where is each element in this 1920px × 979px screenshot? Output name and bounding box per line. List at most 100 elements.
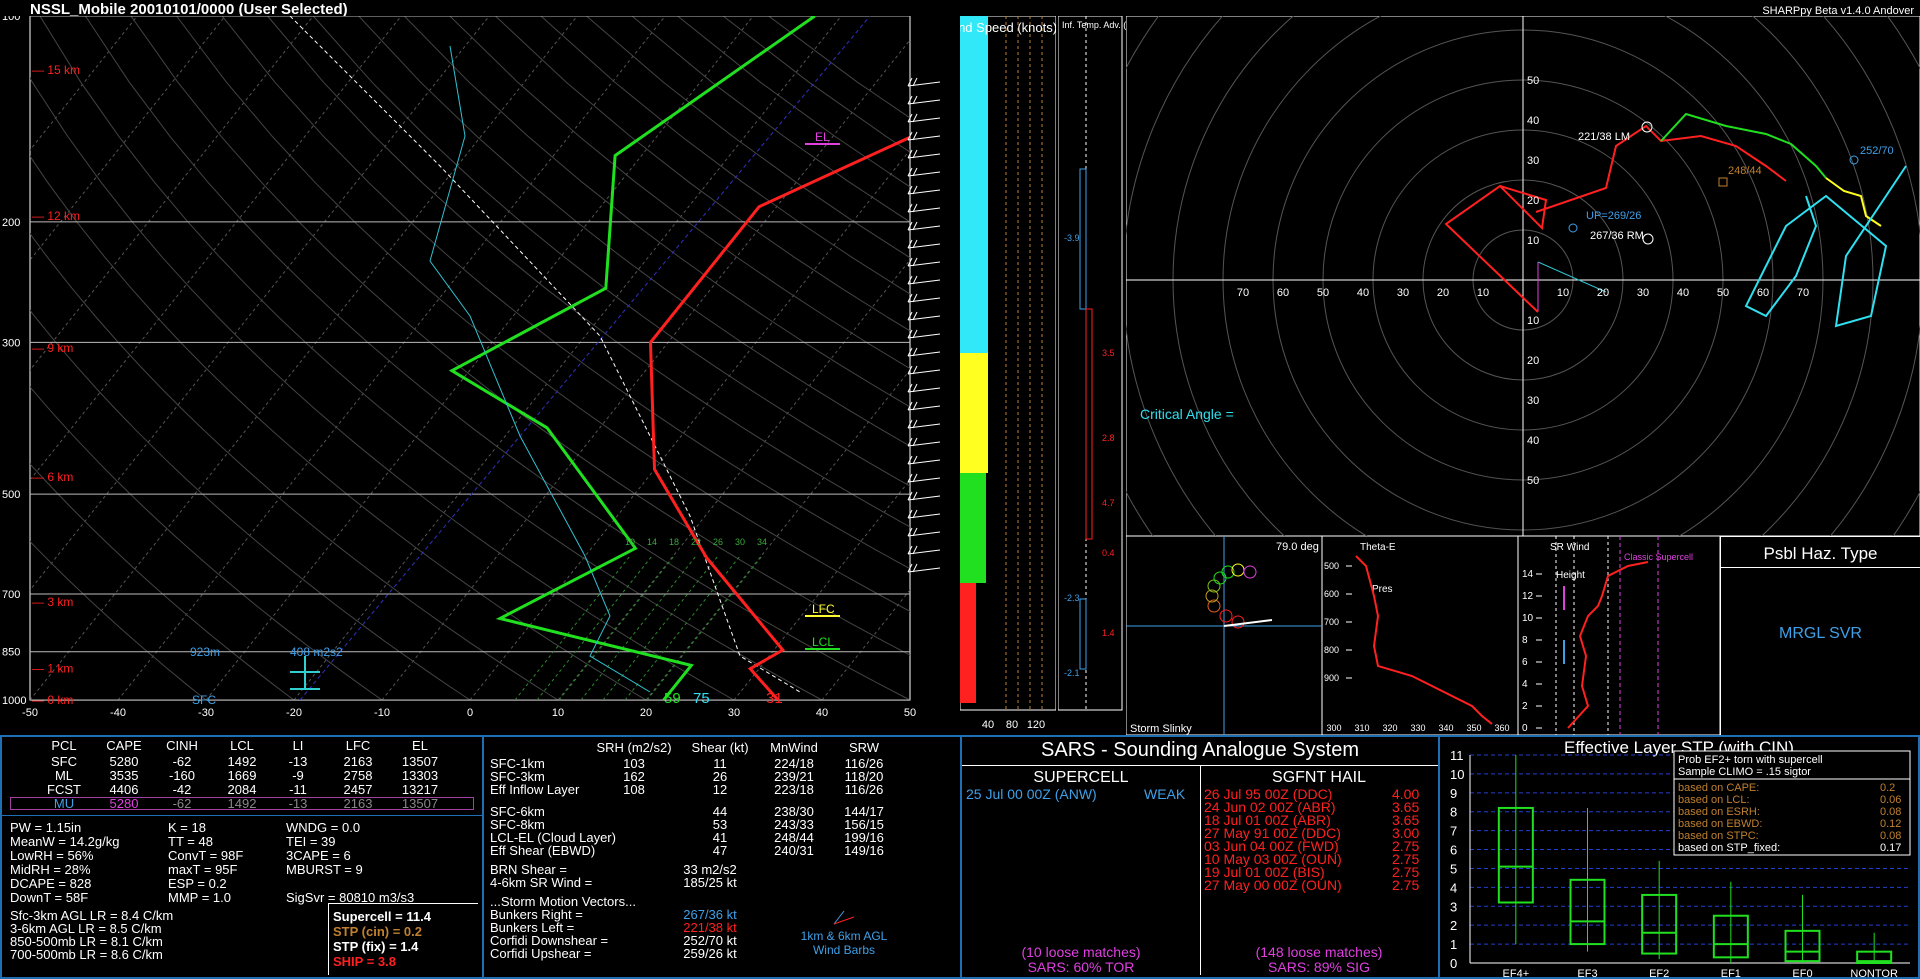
temp-advection-chart: Inf. Temp. Adv. (C/hr) -3.9 3.5 2.8 4.7 0.4 1.… xyxy=(1058,16,1126,711)
sars-hail-score: 3.65 xyxy=(1392,812,1420,828)
sars-supercell-loose: (10 loose matches) xyxy=(1021,944,1141,960)
pressure-tick-label: 100 xyxy=(2,16,20,23)
slinky-circle xyxy=(1243,565,1257,579)
kin-cell: 118/20 xyxy=(844,769,884,784)
srwind-y-tick: 2 xyxy=(1522,701,1528,712)
skewt-annotation: 408 m2s2 xyxy=(290,645,343,659)
parcel-cell: -42 xyxy=(172,782,192,797)
wind-barb xyxy=(907,365,941,375)
thetae-frame xyxy=(1322,536,1518,735)
stp-legend-label: based on STPC: xyxy=(1678,830,1759,842)
hodo-x-tick: 60 xyxy=(1757,287,1769,299)
kin-cell: 108 xyxy=(623,782,645,797)
wind-barb xyxy=(907,383,941,393)
kinematics-panel: SRH (m2/s2) Shear (kt) MnWind SRW SFC-1km 103… xyxy=(482,735,962,979)
isotherm-line xyxy=(30,16,578,700)
stp-box xyxy=(1497,806,1534,904)
mixing-ratio-line xyxy=(624,555,741,700)
kin-cell: 239/21 xyxy=(774,769,814,784)
kin-header: MnWind xyxy=(770,740,818,755)
mixing-ratio-label: 14 xyxy=(647,537,657,547)
skewt-annotation: LFC xyxy=(812,602,835,616)
mixing-ratio-line xyxy=(646,555,763,700)
lapse-rate-value: 3-6km AGL LR = 8.5 C/km xyxy=(10,921,162,936)
sars-hail-prob: SARS: 89% SIG xyxy=(1268,959,1370,975)
hodo-y-tick: 30 xyxy=(1527,395,1539,407)
kin-label: SFC-6km xyxy=(490,804,545,819)
sars-rule xyxy=(962,765,1438,766)
mixing-ratio-line xyxy=(602,555,719,700)
kin-header: Shear (kt) xyxy=(691,740,749,755)
isotherm-line xyxy=(117,16,666,700)
kin-label: SFC-3km xyxy=(490,769,545,784)
mixing-ratio-line xyxy=(558,555,675,700)
composite-value: Supercell = 11.4 xyxy=(333,909,431,924)
sars-block: SARS - Sounding Analogue System SUPERCELL… xyxy=(962,737,1438,977)
slinky-title: Storm Slinky xyxy=(1130,723,1192,735)
sars-supercell-match: 25 Jul 00 00Z (ANW) xyxy=(966,786,1097,802)
index-value: TT = 48 xyxy=(168,834,213,849)
hodo-x-tick: 60 xyxy=(1277,287,1289,299)
parcel-cell: FCST xyxy=(47,782,81,797)
temperature-tick-label: 50 xyxy=(904,707,916,719)
thetae-x-tick: 340 xyxy=(1438,723,1453,733)
sars-hail-score: 4.00 xyxy=(1392,786,1420,802)
hodo-y-tick: 20 xyxy=(1527,195,1539,207)
hodo-inflow-vector xyxy=(1537,261,1607,293)
hodo-y-tick: 40 xyxy=(1527,115,1539,127)
hodo-plot xyxy=(1126,16,1920,536)
sars-hail-match: 18 Jul 01 00Z (ABR) xyxy=(1204,812,1331,828)
sars-hail-match: 03 Jun 04 00Z (FWD) xyxy=(1204,838,1339,854)
storm-motion-value: 267/36 kt xyxy=(683,907,737,922)
stp-legend-value: 0.08 xyxy=(1880,830,1901,842)
stp-legend-box xyxy=(1673,750,1911,856)
kinematics-block: SRH (m2/s2) Shear (kt) MnWind SRW SFC-1km 103… xyxy=(484,737,960,977)
wind-barb xyxy=(907,419,941,429)
wind-barb xyxy=(907,203,941,213)
hodo-x-tick: 30 xyxy=(1397,287,1409,299)
skewt-plot xyxy=(30,16,910,700)
wind-barb xyxy=(907,401,941,411)
storm-motion-label: Corfidi Downshear = xyxy=(490,933,609,948)
index-value: MMP = 1.0 xyxy=(168,890,231,905)
storm-motion-value: 221/38 kt xyxy=(683,920,737,935)
stp-legend-value: 0.2 xyxy=(1880,782,1895,794)
kin-cell: 243/33 xyxy=(774,817,814,832)
height-tick-label: — 0 km xyxy=(32,693,73,707)
parcel-header: LI xyxy=(292,738,304,753)
skewt-annotation: LCL xyxy=(812,635,834,649)
kin-cell: 156/15 xyxy=(844,817,884,832)
dry-adiabat xyxy=(176,16,910,612)
parcel-cell: -13 xyxy=(288,796,308,811)
kin-cell: 26 xyxy=(712,769,728,784)
kin-cell: 44 xyxy=(712,804,728,819)
index-value: K = 18 xyxy=(168,820,206,835)
thetae-x-tick: 300 xyxy=(1326,723,1341,733)
pressure-tick-label: 500 xyxy=(2,489,20,501)
kin-cell: 144/17 xyxy=(844,804,884,819)
parcel-cell: 4406 xyxy=(109,782,139,797)
thermo-panel: PCL CAPE CINH LCL LI LFC EL SFC 5280 -62 1492 -13 21… xyxy=(0,735,484,979)
slinky-circle xyxy=(1231,615,1245,629)
dry-adiabat xyxy=(495,16,910,332)
parcel-cell: 1492 xyxy=(227,796,257,811)
parcel-cell: MU xyxy=(53,796,75,811)
wind-speed-band-upper xyxy=(960,16,988,353)
parcel-header: PCL xyxy=(51,738,77,753)
stp-y-tick: 9 xyxy=(1450,786,1457,801)
stp-category-label: NONTOR xyxy=(1850,968,1898,977)
mixing-ratio-label: 10 xyxy=(625,537,635,547)
sars-hail-score: 3.65 xyxy=(1392,799,1420,815)
wind-barb xyxy=(907,527,941,537)
parcel-selected-box[interactable] xyxy=(10,797,474,810)
sars-panel: SARS - Sounding Analogue System SUPERCELL… xyxy=(960,735,1440,979)
bunkers-right-marker xyxy=(1642,233,1654,245)
kin-cell: 33 m2/s2 xyxy=(683,862,737,877)
stp-y-tick: 2 xyxy=(1450,918,1457,933)
stp-legend-value: 0.08 xyxy=(1880,806,1901,818)
stp-y-tick: 11 xyxy=(1450,748,1464,763)
parcel-header: LFC xyxy=(345,738,371,753)
stp-legend-value: 0.17 xyxy=(1880,842,1901,854)
height-tick-label: — 9 km xyxy=(32,341,73,355)
